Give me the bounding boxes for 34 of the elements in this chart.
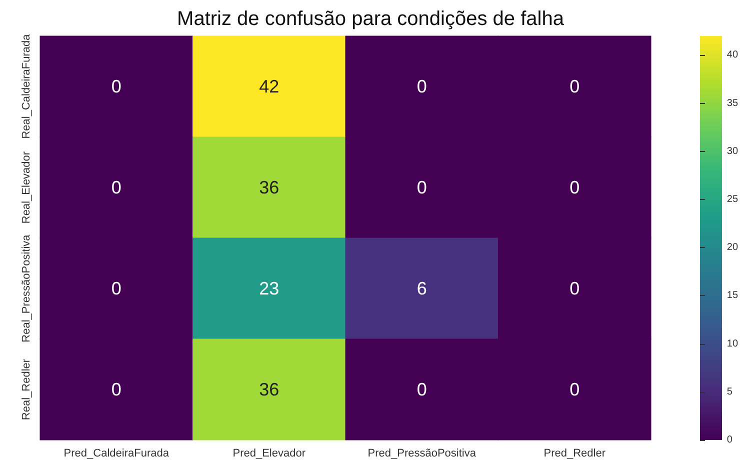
color-bar-label: 20	[726, 242, 738, 254]
color-bar-label: 30	[726, 146, 738, 157]
data-label: 6	[416, 278, 427, 298]
data-label: 0	[111, 380, 122, 400]
data-label: 0	[111, 76, 122, 96]
x-tick-label: Pred_CaldeiraFurada	[64, 448, 170, 460]
data-label: 0	[570, 178, 580, 198]
color-bar-label: 35	[726, 98, 738, 109]
data-label: 0	[570, 76, 580, 96]
chart-title: Matriz de confusão para condições de falha	[177, 8, 565, 30]
data-label: 0	[416, 380, 427, 400]
color-bar-label: 15	[726, 290, 738, 302]
x-tick-label: Pred_Redler	[544, 448, 606, 460]
color-bar-label: 5	[726, 386, 733, 398]
data-label: 0	[416, 178, 427, 198]
data-label: 36	[259, 380, 280, 400]
color-bar-label: 0	[726, 434, 733, 446]
data-label: 0	[416, 76, 427, 96]
x-tick-label: Pred_PressãoPositiva	[368, 448, 477, 460]
y-tick-label: Real_CaldeiraFurada	[20, 33, 32, 139]
data-label: 0	[570, 278, 580, 298]
color-bar-label: 25	[726, 194, 738, 206]
y-tick-label: Real_Redler	[20, 358, 32, 420]
data-label: 0	[570, 380, 580, 400]
y-tick-label: Real_Elevador	[20, 151, 32, 224]
x-tick-label: Pred_Elevador	[232, 448, 306, 460]
data-label: 0	[111, 178, 122, 198]
data-label: 42	[259, 76, 280, 96]
data-label: 36	[259, 178, 280, 198]
data-label: 0	[111, 278, 122, 298]
color-bar-label: 10	[726, 338, 738, 350]
color-bar-label: 40	[726, 50, 738, 61]
y-tick-label: Real_PressãoPositiva	[20, 234, 32, 342]
data-label: 23	[259, 278, 280, 298]
